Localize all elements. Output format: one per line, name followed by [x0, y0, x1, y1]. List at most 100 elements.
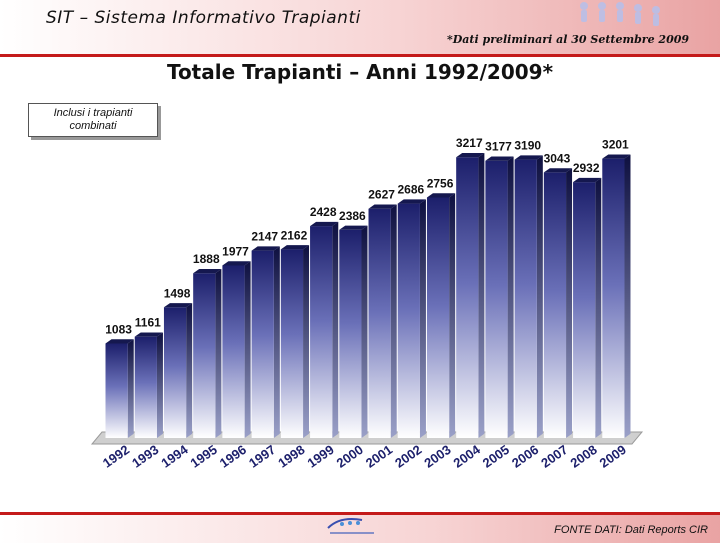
x-tick-label-1993: 1993 [129, 442, 161, 471]
bar-top-2009 [602, 154, 631, 159]
bar-front-2006 [514, 159, 537, 438]
value-label-1997: 2147 [251, 230, 278, 244]
value-label-1999: 2428 [310, 205, 337, 219]
note-line-2: combinati [69, 120, 117, 132]
bar-2006 [514, 155, 543, 438]
data-source: FONTE DATI: Dati Reports CIR [554, 524, 708, 536]
x-tick-label-2002: 2002 [392, 442, 424, 471]
bar-front-2002 [397, 203, 420, 438]
x-tick-label-2000: 2000 [334, 442, 366, 471]
bar-top-1996 [222, 261, 251, 266]
value-label-2000: 2386 [339, 209, 366, 223]
x-tick-labels-group: 1992199319941995199619971998199920002001… [100, 441, 629, 470]
bar-1997 [251, 246, 280, 438]
bar-side-1994 [186, 303, 193, 438]
bar-2001 [368, 204, 397, 438]
value-label-2006: 3190 [514, 139, 541, 153]
bar-front-1992 [105, 343, 128, 438]
bar-front-1997 [251, 250, 274, 438]
value-label-2009: 3201 [602, 138, 629, 152]
x-tick-label-2006: 2006 [509, 442, 541, 471]
bar-1999 [310, 221, 339, 438]
bar-front-2003 [426, 197, 450, 438]
bar-side-2006 [536, 155, 543, 438]
bar-side-2009 [624, 154, 631, 438]
bar-top-2004 [456, 153, 485, 158]
preliminary-note: *Dati preliminari al 30 Settembre 2009 [447, 33, 690, 46]
value-label-2005: 3177 [485, 140, 512, 154]
bar-front-2004 [456, 157, 479, 438]
value-label-2008: 2932 [573, 161, 600, 175]
bar-side-1996 [244, 261, 251, 438]
bar-side-2000 [361, 225, 368, 438]
bar-side-2007 [566, 168, 573, 438]
bar-top-2000 [339, 225, 368, 230]
bar-2008 [573, 177, 602, 438]
value-label-1995: 1888 [193, 252, 220, 266]
bar-1994 [163, 303, 193, 438]
bar-side-1999 [332, 221, 339, 438]
x-tick-label-1996: 1996 [217, 442, 249, 471]
bar-2000 [339, 225, 368, 438]
value-label-1998: 2162 [281, 228, 308, 242]
bar-front-2008 [573, 182, 596, 438]
value-label-1993: 1161 [135, 316, 161, 330]
bar-side-2003 [449, 193, 456, 438]
value-label-1996: 1977 [222, 244, 249, 258]
header-bar [0, 0, 720, 57]
bar-1996 [222, 261, 251, 438]
bar-front-2005 [485, 160, 508, 438]
note-box: Inclusi i trapianti combinati [28, 103, 158, 137]
x-tick-label-2003: 2003 [421, 442, 453, 471]
bar-front-1999 [310, 226, 333, 438]
bar-2003 [426, 193, 456, 438]
bar-1995 [193, 269, 222, 438]
bar-top-2005 [485, 156, 514, 161]
people-logo-icon [580, 2, 660, 26]
bar-top-1998 [280, 245, 310, 250]
bar-front-2000 [339, 229, 362, 438]
bar-side-1998 [303, 245, 310, 438]
value-label-1992: 1083 [105, 322, 132, 336]
bar-side-1993 [156, 332, 163, 438]
bar-side-1997 [273, 246, 280, 438]
bars-group [105, 153, 631, 439]
x-tick-label-1999: 1999 [304, 442, 336, 471]
note-line-1: Inclusi i trapianti [53, 107, 133, 119]
bar-side-2002 [419, 199, 426, 438]
bar-front-2001 [368, 208, 391, 438]
value-label-1994: 1498 [164, 286, 191, 300]
bar-side-2005 [507, 156, 514, 438]
bar-top-1997 [251, 246, 280, 251]
value-label-2002: 2686 [397, 183, 424, 197]
bar-1992 [105, 339, 134, 438]
bar-top-2007 [543, 168, 573, 173]
bar-front-1998 [280, 249, 304, 438]
value-label-2004: 3217 [456, 136, 483, 150]
bar-1993 [134, 332, 163, 438]
bar-top-2002 [397, 199, 426, 204]
value-label-2003: 2756 [427, 176, 454, 190]
x-tick-label-2008: 2008 [567, 442, 599, 471]
bar-side-2004 [478, 153, 485, 438]
footer-bar [0, 512, 720, 543]
x-tick-label-1997: 1997 [246, 442, 278, 471]
x-tick-label-2001: 2001 [363, 442, 395, 471]
bar-top-1992 [105, 339, 134, 344]
bar-top-2006 [514, 155, 543, 160]
x-tick-label-1998: 1998 [275, 442, 307, 471]
cnt-logo-icon [327, 518, 374, 534]
bar-top-1995 [193, 269, 222, 274]
bar-front-1995 [193, 273, 216, 438]
x-tick-label-2009: 2009 [597, 442, 629, 471]
bar-side-2008 [595, 177, 602, 438]
bar-top-2001 [368, 204, 397, 209]
x-tick-label-2007: 2007 [538, 442, 570, 471]
value-label-2001: 2627 [368, 188, 395, 202]
bar-side-2001 [390, 204, 397, 438]
bar-1998 [280, 245, 310, 438]
chart-title: Totale Trapianti – Anni 1992/2009* [166, 60, 554, 84]
x-tick-label-1992: 1992 [100, 442, 132, 471]
